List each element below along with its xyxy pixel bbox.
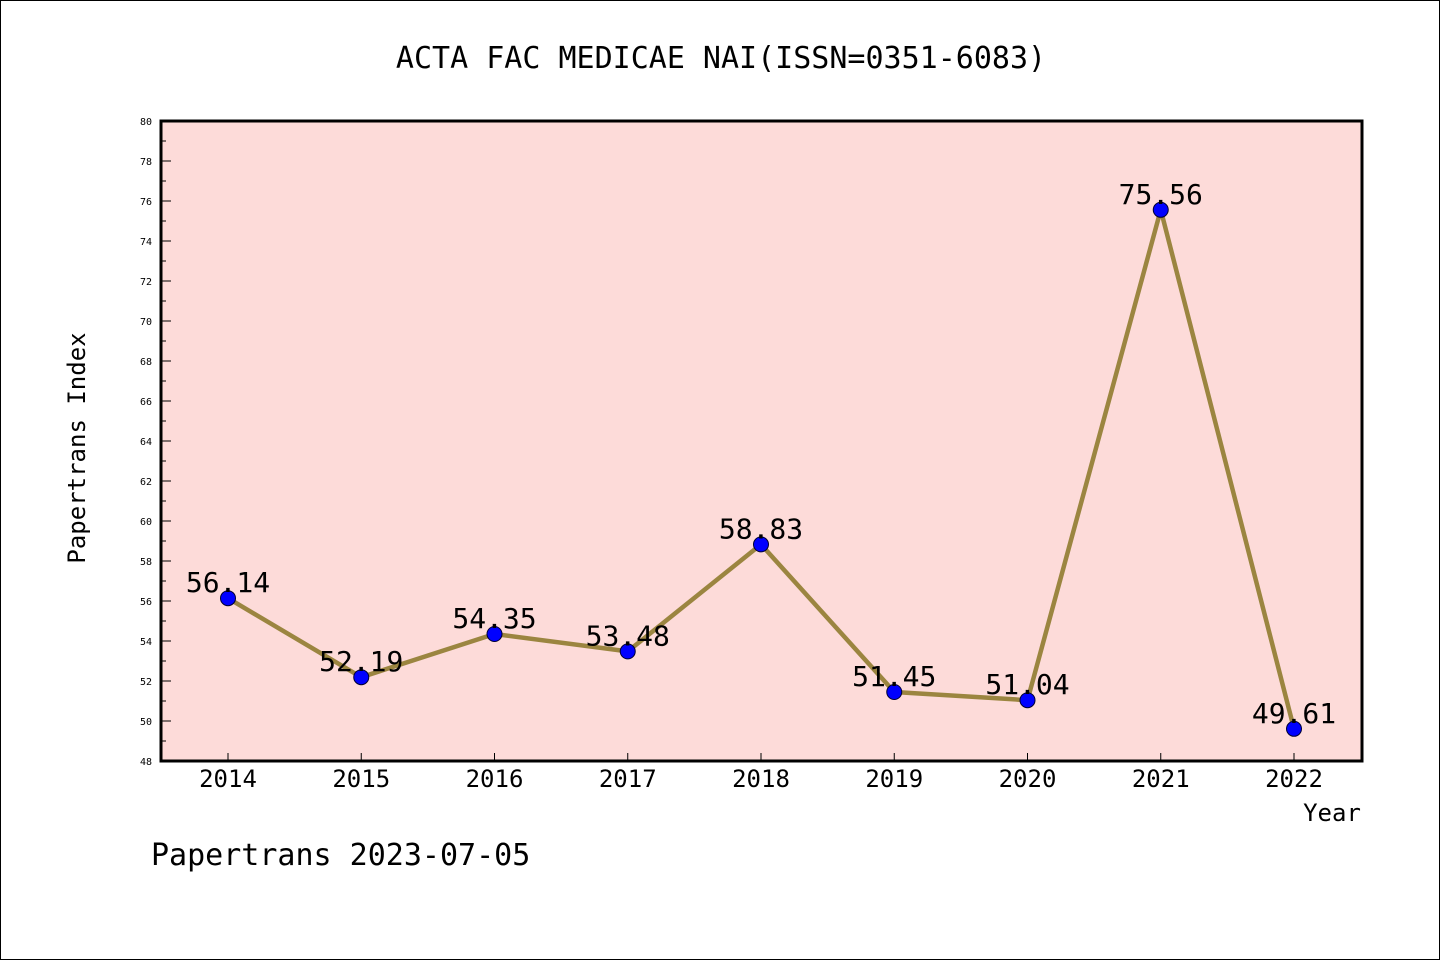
x-tick-label: 2018 (732, 765, 790, 793)
y-tick-label: 76 (140, 197, 152, 208)
x-axis: 2014 2015 2016 2017 2018 2019 2020 2021 2022 (199, 753, 1323, 793)
data-label-2015: 52.19 (319, 645, 403, 678)
y-tick-label: 58 (140, 557, 152, 568)
y-tick-label: 68 (140, 357, 152, 368)
data-point-2021 (1152, 201, 1169, 218)
data-label-2017: 53.48 (586, 619, 670, 652)
data-point-2015 (353, 669, 370, 686)
y-tick-label: 66 (140, 397, 152, 408)
data-label-2014: 56.14 (186, 566, 270, 599)
y-tick-label: 62 (140, 477, 152, 488)
data-labels: 56.14 52.19 54.35 53.48 58.83 51.45 51.04 75.56… (186, 178, 1336, 730)
data-label-2022: 49.61 (1252, 697, 1336, 730)
data-point-2020 (1019, 692, 1036, 709)
x-tick-label: 2021 (1132, 765, 1190, 793)
x-tick-label: 2020 (999, 765, 1057, 793)
x-tick-label: 2022 (1265, 765, 1323, 793)
y-tick-label: 72 (140, 277, 152, 288)
chart-title: ACTA FAC MEDICAE NAI(ISSN=0351-6083) (396, 41, 1046, 76)
data-label-2016: 54.35 (452, 602, 536, 635)
y-tick-label: 70 (140, 317, 152, 328)
x-tick-label: 2014 (199, 765, 257, 793)
y-tick-label: 48 (140, 757, 152, 768)
y-tick-label: 56 (140, 597, 152, 608)
y-tick-label: 78 (140, 157, 152, 168)
y-tick-label: 64 (140, 437, 152, 448)
y-tick-label: 50 (140, 717, 152, 728)
y-axis-label: Papertrans Index (63, 332, 91, 563)
data-label-2018: 58.83 (719, 512, 803, 545)
data-markers (220, 201, 1302, 737)
y-axis: 48 50 52 54 56 58 60 62 64 66 68 70 72 74 76 78 80 (140, 117, 171, 768)
x-tick-label: 2019 (865, 765, 923, 793)
data-label-2020: 51.04 (985, 668, 1069, 701)
footer-text: Papertrans 2023-07-05 (151, 838, 530, 873)
data-point-2022 (1286, 720, 1302, 737)
y-tick-label: 52 (140, 677, 152, 688)
data-point-2019 (886, 684, 903, 700)
data-label-2021: 75.56 (1119, 178, 1203, 211)
data-point-2016 (486, 626, 503, 642)
x-tick-label: 2017 (599, 765, 657, 793)
y-tick-label: 54 (140, 637, 152, 648)
x-axis-label: Year (1303, 799, 1361, 827)
data-label-2019: 51.45 (852, 660, 936, 693)
data-point-2017 (619, 643, 636, 660)
y-tick-label: 74 (140, 237, 152, 248)
data-point-2014 (220, 590, 236, 607)
y-tick-label: 80 (140, 117, 152, 128)
plot-area (159, 119, 1364, 763)
x-tick-label: 2015 (332, 765, 390, 793)
y-tick-label: 60 (140, 517, 152, 528)
x-tick-label: 2016 (466, 765, 524, 793)
data-point-2018 (753, 536, 769, 553)
